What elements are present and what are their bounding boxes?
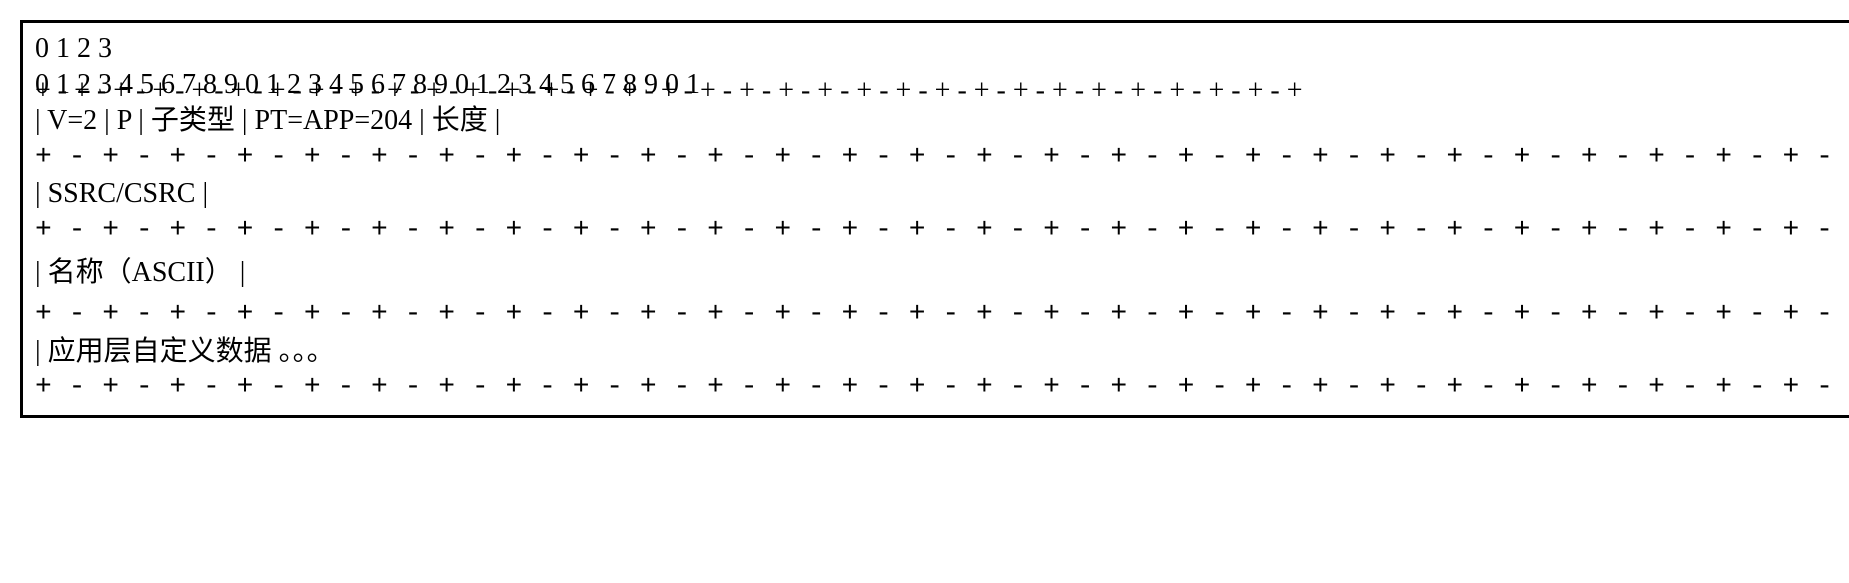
field-pt: PT=APP=204 xyxy=(255,105,413,136)
header-row-3: | 名称（ASCII） | xyxy=(35,249,1849,297)
header-row-4: | 应用层自定义数据 。。。 xyxy=(35,334,1849,370)
rtcp-app-packet-diagram: 0 1 2 3 0 1 2 3 xyxy=(20,20,1849,418)
field-version: V=2 xyxy=(47,105,97,136)
divider: + - + - + - + - + - + - + - + - + - + - … xyxy=(35,297,1849,333)
field-subtype: 子类型 xyxy=(151,105,235,136)
pipe: | xyxy=(35,105,47,136)
field-length: 长度 xyxy=(432,105,488,136)
field-app-data: 应用层自定义数据 xyxy=(48,336,272,367)
divider: + - + - + - + - + - + - + - + - + - + - … xyxy=(35,213,1849,249)
bit-ruler-minor-row: 0 1 2 3 4 5 6 7 8 9 0 1 2 3 4 5 6 7 8 9 … xyxy=(35,67,1849,103)
pipe: | xyxy=(35,336,48,367)
pipe: | xyxy=(419,105,432,136)
field-name-ascii: 名称（ASCII） xyxy=(48,257,233,288)
pipe: | xyxy=(35,257,48,288)
bit-ruler-ticks: + - + - + - + - + - + - + - + - + - + - … xyxy=(35,73,1302,109)
header-row-2: | SSRC/CSRC | xyxy=(35,176,1849,212)
pipe: | xyxy=(195,178,208,209)
pipe: | xyxy=(104,105,117,136)
divider: + - + - + - + - + - + - + - + - + - + - … xyxy=(35,140,1849,176)
spacer xyxy=(272,336,279,367)
pipe: | xyxy=(233,257,246,288)
pipe: | xyxy=(242,105,255,136)
pipe: | xyxy=(35,178,48,209)
pipe: | xyxy=(495,105,501,136)
divider: + - + - + - + - + - + - + - + - + - + - … xyxy=(35,370,1849,406)
bit-ruler-major: 0 1 2 3 xyxy=(35,31,1849,67)
ellipsis: 。。。 xyxy=(279,336,335,367)
pipe: | xyxy=(138,105,151,136)
field-padding: P xyxy=(117,105,132,136)
field-ssrc-csrc: SSRC/CSRC xyxy=(48,178,196,209)
